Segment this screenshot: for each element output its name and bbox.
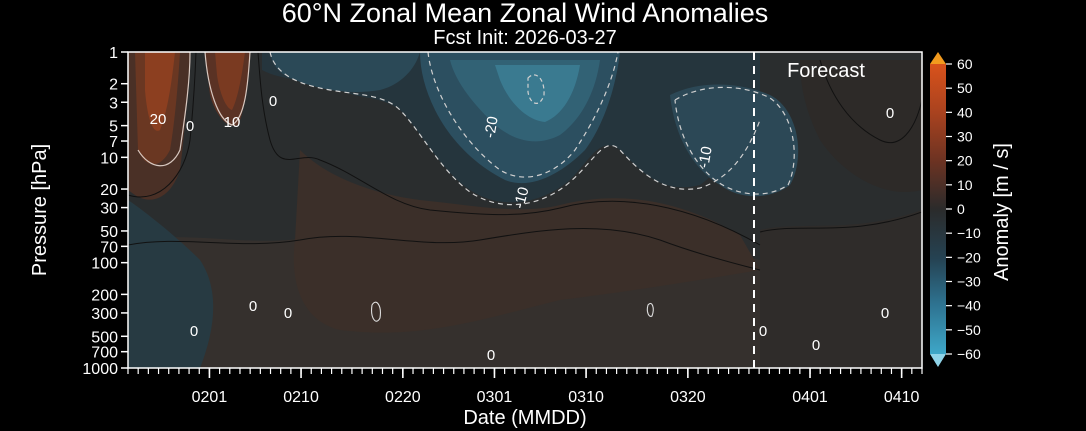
y-tick-label: 5 xyxy=(109,119,118,136)
contour-label: 10 xyxy=(224,114,241,131)
colorbar-tick-label: 0 xyxy=(957,201,965,217)
contour-zero-4 xyxy=(759,211,922,233)
chart-subtitle: Fcst Init: 2026-03-27 xyxy=(433,27,616,49)
y-tick-label: 2 xyxy=(109,77,118,94)
x-tick-label: 0301 xyxy=(477,389,513,406)
field-neg-center-core xyxy=(495,65,580,122)
colorbar-tick-label: 60 xyxy=(957,56,973,72)
contour-label: 0 xyxy=(487,347,495,364)
x-tick-label: 0210 xyxy=(283,389,319,406)
colorbar-tick-label: 10 xyxy=(957,177,973,193)
contour-label: 0 xyxy=(190,323,198,340)
contour-pos-small-2 xyxy=(646,302,654,317)
colorbar-tick-label: −40 xyxy=(957,298,981,314)
y-tick-label: 700 xyxy=(91,345,118,362)
colorbar-tick-label: −60 xyxy=(957,346,981,362)
contour-label: 0 xyxy=(881,305,889,322)
contour-pos-small-1 xyxy=(371,301,381,322)
colorbar-tick-label: 50 xyxy=(957,80,973,96)
contour-label: -10 xyxy=(695,145,716,169)
forecast-label: Forecast xyxy=(787,60,865,82)
contour-neg-center-core xyxy=(527,74,545,104)
contour-label: 0 xyxy=(759,323,767,340)
contour-label: -20 xyxy=(481,115,502,139)
x-tick-label: 0320 xyxy=(670,389,706,406)
y-tick-label: 200 xyxy=(91,287,118,304)
x-tick-label: 0220 xyxy=(385,389,421,406)
contour-neg-20-outer xyxy=(427,52,619,178)
colorbar-tick-label: 30 xyxy=(957,129,973,145)
colorbar-gradient xyxy=(930,64,946,354)
x-tick-label: 0410 xyxy=(884,389,920,406)
contour-neg-10 xyxy=(269,52,761,206)
contour-label: 0 xyxy=(249,298,257,315)
y-tick-label: 100 xyxy=(91,256,118,273)
contour-neg-forecast xyxy=(674,86,795,195)
contour-label: 0 xyxy=(812,337,820,354)
y-tick-label: 1 xyxy=(109,45,118,62)
x-tick-label: 0201 xyxy=(192,389,228,406)
y-tick-label: 70 xyxy=(100,239,118,256)
colorbar-tick-label: −10 xyxy=(957,225,981,241)
colorbar: 60 50 40 30 20 10 0 −10 −20 −30 −40 −50 −60 Anomaly … xyxy=(930,52,1013,367)
colorbar-ticks: 60 50 40 30 20 10 0 −10 −20 −30 −40 −50 −60 xyxy=(946,56,981,362)
colorbar-tick-label: 20 xyxy=(957,153,973,169)
y-tick-label: 50 xyxy=(100,224,118,241)
contour-zero-5 xyxy=(819,59,922,143)
y-tick-label: 3 xyxy=(109,95,118,112)
chart-title: 60°N Zonal Mean Zonal Wind Anomalies xyxy=(282,0,769,28)
contour-label-group: 20 0 10 0 -20 -10 -10 0 0 0 0 0 0 0 0 0 xyxy=(150,93,895,364)
field-pos-left-core xyxy=(145,52,175,131)
contour-pos-10 xyxy=(204,52,251,126)
contour-label: 0 xyxy=(886,105,894,122)
contour-label: 0 xyxy=(269,93,277,110)
contour-pos-20 xyxy=(137,52,191,167)
y-tick-label: 20 xyxy=(100,182,118,199)
colorbar-tick-label: −30 xyxy=(957,274,981,290)
colorbar-extend-bottom xyxy=(930,354,946,367)
y-tick-label: 500 xyxy=(91,329,118,346)
contour-label: 0 xyxy=(284,305,292,322)
field-mid-brown xyxy=(293,150,760,333)
colorbar-tick-label: −50 xyxy=(957,322,981,338)
contour-zero-3 xyxy=(128,227,761,271)
contour-label: 0 xyxy=(186,118,194,135)
y-tick-label: 300 xyxy=(91,306,118,323)
field-right-lower xyxy=(760,210,922,368)
contour-zero-2 xyxy=(257,52,761,246)
field-pos-mid-core xyxy=(215,52,245,110)
x-tick-label: 0401 xyxy=(792,389,828,406)
contour-label: 20 xyxy=(150,111,167,128)
colorbar-tick-label: 40 xyxy=(957,104,973,120)
y-tick-label: 7 xyxy=(109,134,118,151)
contour-label: -10 xyxy=(511,185,533,210)
field-neg-left xyxy=(270,52,420,92)
colorbar-extend-top xyxy=(930,52,946,64)
colorbar-tick-label: −20 xyxy=(957,249,981,265)
y-tick-label: 30 xyxy=(100,201,118,218)
y-tick-label: 10 xyxy=(100,150,118,167)
field-right-upper xyxy=(800,60,922,192)
y-tick-label: 1000 xyxy=(82,361,118,378)
x-tick-label: 0310 xyxy=(568,389,604,406)
contour-lines xyxy=(128,52,922,322)
contour-zero-1 xyxy=(128,52,197,198)
colorbar-label: Anomaly [m / s] xyxy=(991,143,1013,281)
x-axis: 0201 0210 0220 0301 0310 0320 0401 0410 xyxy=(127,368,923,406)
y-axis-label: Pressure [hPa] xyxy=(29,144,51,276)
x-axis-label: Date (MMDD) xyxy=(463,407,586,429)
